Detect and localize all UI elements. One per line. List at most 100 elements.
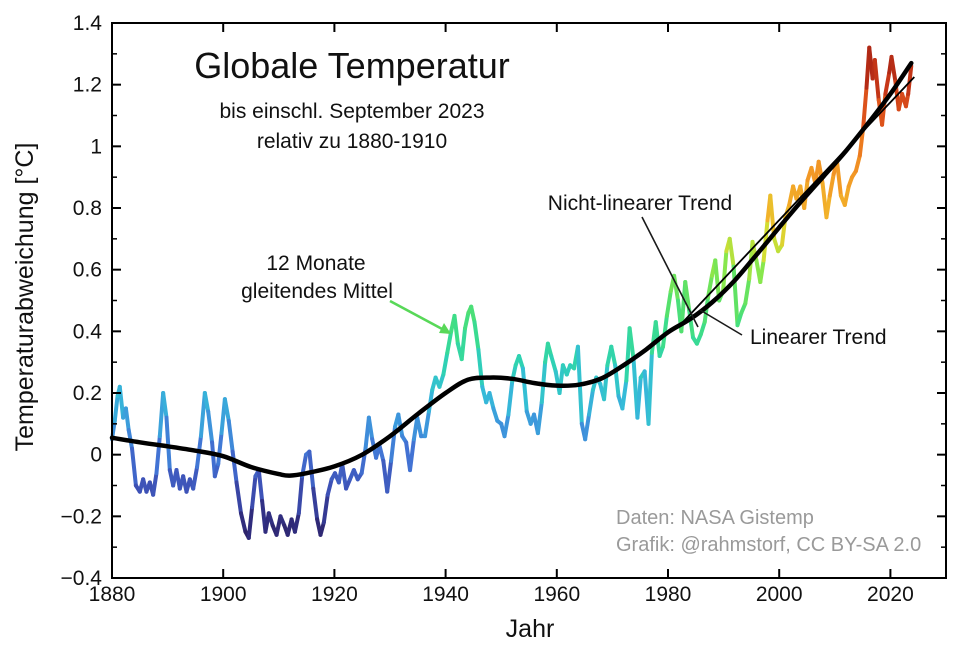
running-mean-segment [824, 193, 832, 220]
running-mean-segment [311, 486, 320, 522]
running-mean-segment [743, 276, 752, 306]
x-tick-labels: 1880 1900 1920 1940 1960 1980 2000 2020 [89, 583, 914, 606]
x-tick-label: 1940 [422, 583, 469, 606]
chart-subtitle-2: relativ zu 1880-1910 [257, 130, 447, 153]
running-mean-segment [583, 412, 592, 442]
running-mean-segment [883, 70, 892, 96]
series-layer [109, 45, 915, 540]
running-mean-segment [469, 304, 477, 325]
running-mean-segment [472, 320, 481, 352]
running-mean-segment [318, 520, 326, 537]
running-mean-segment [164, 415, 172, 473]
running-mean-segment [535, 400, 544, 436]
y-tick-label: 1.2 [73, 74, 102, 97]
running-mean-segment [202, 391, 211, 414]
running-mean-segment [226, 418, 235, 454]
running-mean-segment [266, 511, 275, 528]
running-mean-segment [452, 313, 460, 346]
running-mean-segment [660, 313, 669, 349]
running-mean-segment [635, 375, 643, 420]
x-tick-label: 2000 [756, 583, 803, 606]
running-mean-segment [321, 492, 330, 525]
nonlinear-trend-label: Nicht-linearer Trend [548, 192, 732, 215]
running-mean-segment [415, 415, 424, 439]
running-mean-segment [835, 159, 843, 198]
running-mean-segment [827, 172, 836, 198]
running-mean-segment [151, 471, 159, 497]
running-mean-segment [161, 391, 169, 420]
running-mean-segment [664, 289, 673, 318]
running-mean-segment [238, 511, 248, 534]
running-mean-segment [516, 354, 525, 371]
y-tick-label: 0.4 [73, 320, 103, 343]
running-mean-segment [906, 64, 914, 96]
running-mean-segment [216, 431, 224, 466]
credit-author-license: Grafik: @rahmstorf, CC BY-SA 2.0 [616, 534, 921, 556]
linear-trend-callout-line [699, 309, 743, 336]
running-mean-segment [842, 184, 851, 207]
running-mean-segment [735, 310, 744, 328]
y-tick-label: −0.4 [61, 567, 103, 590]
running-mean-segment [520, 366, 529, 414]
running-mean-segment [491, 406, 500, 423]
running-mean-segment [441, 350, 450, 377]
running-mean-segment [727, 236, 736, 269]
running-mean-segment [250, 474, 258, 510]
running-mean-segment [721, 249, 729, 294]
x-tick-label: 1960 [533, 583, 580, 606]
chart-subtitle-1: bis einschl. September 2023 [220, 100, 485, 123]
running-mean-segment [408, 437, 416, 473]
running-mean-segment [154, 434, 162, 476]
running-mean-segment [903, 91, 911, 109]
y-tick-label: 0.2 [73, 382, 102, 405]
running-mean-segment [292, 511, 301, 534]
running-mean-segment [889, 54, 898, 84]
running-mean-segment [487, 391, 496, 411]
running-mean-segment [230, 449, 239, 485]
running-mean-segment [476, 347, 485, 389]
running-mean-segment [130, 446, 138, 488]
running-mean-segment [459, 326, 468, 362]
y-tick-label: 0 [90, 444, 102, 467]
running-mean-segment [506, 378, 515, 417]
running-mean-segment [234, 480, 243, 516]
running-mean-segment [758, 258, 766, 284]
linear-trend-line [678, 76, 915, 327]
y-tick-label: 0.6 [73, 259, 102, 282]
x-tick-label: 1900 [200, 583, 247, 606]
chart-title: Globale Temperatur [194, 45, 510, 86]
nonlinear-trend-callout-line [641, 216, 699, 328]
running-mean-segment [112, 394, 120, 423]
running-mean-segment [502, 412, 511, 439]
running-mean-segment [117, 384, 126, 420]
running-mean-segment [377, 443, 386, 463]
y-tick-label: 1.4 [73, 12, 103, 35]
axes-layer: 1880 1900 1920 1940 1960 1980 2000 2020 −0.4 −0.2… [61, 12, 946, 606]
x-axis-label: Jahr [506, 615, 555, 643]
y-tick-label: 0.8 [73, 197, 102, 220]
running-mean-segment [549, 354, 558, 374]
running-mean-segment [246, 505, 255, 540]
running-mean-segment [385, 458, 394, 494]
y-tick-label: 1 [90, 135, 102, 158]
running-mean-segment [463, 310, 471, 331]
running-mean-segment [437, 372, 446, 389]
running-mean-label-line1: 12 Monate [266, 252, 365, 275]
running-mean-segment [620, 378, 629, 411]
running-mean-callout-arrow [389, 299, 445, 332]
y-tick-labels: −0.4 −0.2 0 0.2 0.4 0.6 0.8 1 1.2 1.4 [61, 12, 103, 590]
running-mean-arrowhead-icon [439, 323, 451, 334]
running-mean-segment [627, 326, 636, 362]
running-mean-segment [206, 409, 215, 445]
running-mean-segment [222, 397, 231, 423]
running-mean-segment [587, 387, 595, 417]
running-mean-segment [340, 461, 349, 491]
running-mean-segment [683, 280, 692, 312]
running-mean-segment [557, 363, 565, 395]
running-mean-segment [426, 387, 435, 414]
running-mean-segment [545, 341, 554, 358]
running-mean-segment [602, 363, 610, 402]
plot-frame [111, 22, 947, 579]
x-tick-label: 2020 [867, 583, 914, 606]
